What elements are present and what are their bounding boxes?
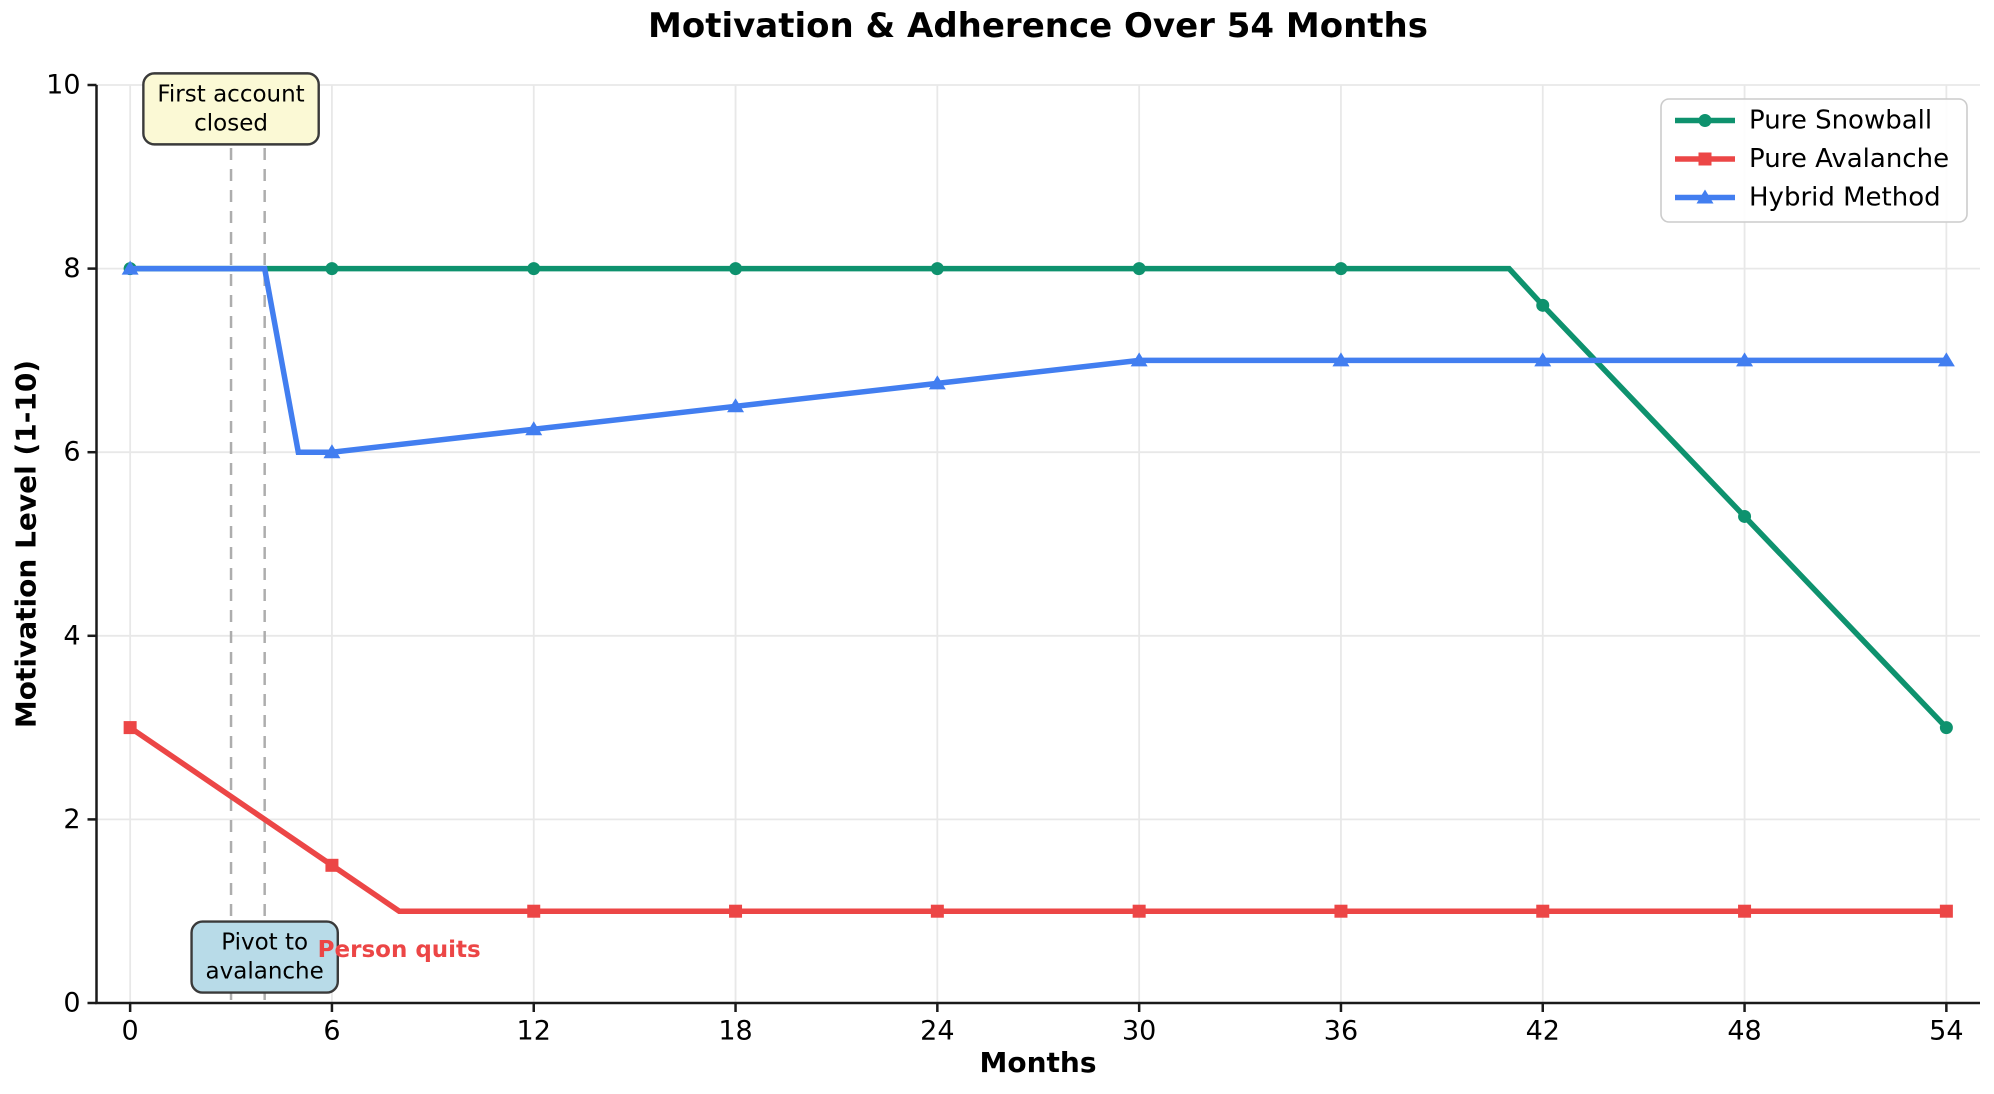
marker-hybrid-method-m18 <box>727 398 745 413</box>
x-tick-label-54: 54 <box>1929 1016 1963 1047</box>
x-tick-label-24: 24 <box>920 1016 954 1047</box>
legend-label-pure-avalanche: Pure Avalanche <box>1749 144 1949 174</box>
legend-entry-hybrid-method: Hybrid Method <box>1675 183 1941 213</box>
legend-marker-hybrid-method <box>1696 189 1714 204</box>
annotation-first-account-closed: First account closed <box>142 72 320 146</box>
marker-pure-avalanche-m18 <box>729 904 743 918</box>
legend-entry-pure-avalanche: Pure Avalanche <box>1675 144 1949 174</box>
marker-hybrid-method-m12 <box>525 421 543 436</box>
annotation-box-first-account-closed <box>142 72 320 146</box>
marker-pure-snowball-m6 <box>325 262 339 276</box>
annotation-text-pivot-to-avalanche: avalanche <box>206 959 324 985</box>
y-tick-label-4: 4 <box>63 620 80 651</box>
legend-entry-pure-snowball: Pure Snowball <box>1675 106 1932 136</box>
marker-hybrid-method-m30 <box>1130 352 1148 367</box>
x-tick-label-6: 6 <box>323 1016 340 1047</box>
y-tick-label-8: 8 <box>63 253 80 284</box>
series-pure-snowball <box>123 262 1953 735</box>
x-tick-label-18: 18 <box>718 1016 752 1047</box>
marker-pure-avalanche-m48 <box>1738 904 1752 918</box>
marker-pure-snowball-m48 <box>1738 509 1752 523</box>
chart-title: Motivation & Adherence Over 54 Months <box>648 6 1428 46</box>
event-vlines <box>229 85 266 1003</box>
y-tick-label-6: 6 <box>63 437 80 468</box>
x-tick-label-48: 48 <box>1727 1016 1761 1047</box>
y-tick-label-10: 10 <box>46 70 80 101</box>
marker-pure-snowball-m12 <box>527 262 541 276</box>
annotation-box-pivot-to-avalanche <box>190 920 339 994</box>
legend-box <box>1660 98 1968 223</box>
marker-pure-snowball-m30 <box>1132 262 1146 276</box>
y-tick-label-0: 0 <box>63 988 80 1019</box>
marker-pure-avalanche-m24 <box>930 904 944 918</box>
annotation-text-person-quits: Person quits <box>318 937 481 963</box>
x-axis-label: Months <box>979 1046 1097 1079</box>
x-tick-label-42: 42 <box>1526 1016 1560 1047</box>
marker-hybrid-method-m24 <box>928 375 946 390</box>
marker-pure-avalanche-m42 <box>1536 904 1550 918</box>
series-hybrid-method <box>121 260 1955 459</box>
x-tick-label-30: 30 <box>1122 1016 1156 1047</box>
marker-pure-avalanche-m0 <box>123 721 137 735</box>
marker-pure-avalanche-m36 <box>1334 904 1348 918</box>
marker-pure-avalanche-m54 <box>1939 904 1953 918</box>
legend-marker-pure-snowball <box>1698 114 1712 127</box>
x-tick-label-0: 0 <box>122 1016 139 1047</box>
marker-hybrid-method-m42 <box>1534 352 1552 367</box>
series-pure-avalanche <box>123 721 1953 918</box>
y-tick-label-2: 2 <box>63 804 80 835</box>
series-line-pure-snowball <box>130 265 1949 730</box>
y-axis-label: Motivation Level (1-10) <box>9 359 43 729</box>
annotation-person-quits: Person quits <box>318 937 481 963</box>
marker-pure-snowball-m18 <box>729 262 743 276</box>
legend: Pure Snowball Pure Avalanche Hybrid Method <box>1660 98 1968 223</box>
marker-pure-snowball-m54 <box>1939 721 1953 735</box>
marker-hybrid-method-m54 <box>1937 352 1955 367</box>
annotation-text-first-account-closed: First account <box>157 81 304 107</box>
marker-pure-avalanche-m6 <box>325 858 339 872</box>
x-tick-label-36: 36 <box>1324 1016 1358 1047</box>
legend-label-pure-snowball: Pure Snowball <box>1749 106 1932 136</box>
marker-hybrid-method-m6 <box>323 444 341 459</box>
marker-pure-snowball-m24 <box>930 262 944 276</box>
annotation-pivot-to-avalanche: Pivot to avalanche <box>190 920 339 994</box>
marker-hybrid-method-m48 <box>1736 352 1754 367</box>
marker-hybrid-method-m0 <box>121 260 139 275</box>
marker-pure-snowball-m36 <box>1334 262 1348 276</box>
series-line-hybrid-method <box>130 265 1947 455</box>
annotation-text-pivot-to-avalanche: Pivot to <box>221 930 308 956</box>
x-tick-label-12: 12 <box>517 1016 551 1047</box>
marker-pure-avalanche-m12 <box>527 904 541 918</box>
legend-marker-pure-avalanche <box>1698 152 1712 166</box>
annotation-text-first-account-closed: closed <box>194 110 268 136</box>
marker-pure-avalanche-m30 <box>1132 904 1146 918</box>
marker-hybrid-method-m36 <box>1332 352 1350 367</box>
marker-pure-snowball-m42 <box>1536 298 1550 312</box>
legend-label-hybrid-method: Hybrid Method <box>1749 183 1941 213</box>
